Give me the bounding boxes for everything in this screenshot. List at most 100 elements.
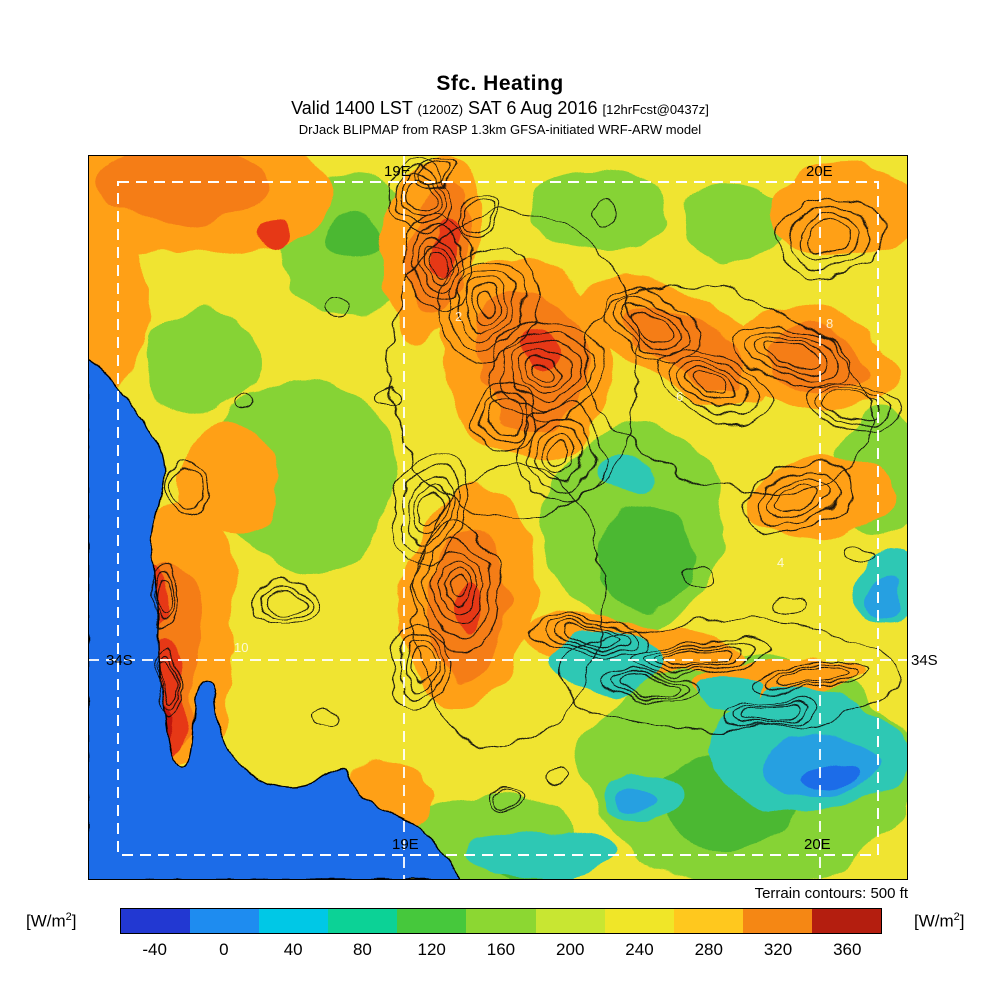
terrain-contour-ring	[395, 168, 445, 226]
colorbar-segment	[466, 909, 536, 933]
terrain-contour-ring	[157, 645, 183, 715]
terrain-contour-ring	[482, 388, 530, 446]
terrain-contour-ring	[624, 305, 682, 349]
heating-region-blob	[684, 183, 788, 263]
terrain-contour-ring	[438, 247, 538, 363]
terrain-contour-ring	[582, 286, 874, 494]
map-panel[interactable]: 19E 20E 34S 19E 20E 2 8 6 4 10	[88, 155, 908, 880]
valid-prefix: Valid 1400 LST	[291, 98, 418, 118]
terrain-contour-ring	[802, 382, 898, 432]
terrain-contour-ring	[845, 546, 871, 564]
terrain-contour-ring	[169, 466, 203, 508]
terrain-contour-ring	[520, 347, 572, 393]
terrain-contour-ring	[540, 433, 580, 477]
map-border	[88, 155, 908, 880]
valid-line: Valid 1400 LST (1200Z) SAT 6 Aug 2016 [1…	[0, 98, 1000, 119]
terrain-contour-ring	[392, 450, 468, 564]
colorbar	[120, 908, 882, 934]
unit-pre: [W/m	[26, 911, 66, 931]
terrain-contour-ring	[776, 666, 844, 688]
valid-zulu: (1200Z)	[417, 102, 464, 117]
unit-pre: [W/m	[914, 911, 954, 931]
plot-title: Sfc. Heating	[436, 72, 564, 95]
domain-boundary-dashed	[117, 181, 879, 856]
terrain-contour-ring	[546, 440, 574, 470]
colorbar-tick-label: 120	[417, 940, 446, 959]
terrain-contour-ring	[796, 214, 864, 260]
colorbar-segment	[604, 909, 674, 933]
heating-region-blob	[142, 305, 258, 415]
terrain-contour-ring	[489, 789, 527, 811]
terrain-contour-ring	[253, 578, 315, 628]
terrain-contour-ring	[689, 370, 737, 404]
colorbar-segment	[811, 909, 882, 933]
terrain-contour-ring	[487, 394, 525, 440]
heating-region-blob	[769, 331, 877, 389]
heating-region-blob	[755, 456, 891, 544]
colorbar-segment	[742, 909, 812, 933]
model-line: DrJack BLIPMAP from RASP 1.3km GFSA-init…	[298, 122, 702, 137]
grid-label-34s-right: 34S	[911, 652, 938, 669]
terrain-contour-ring	[260, 583, 308, 623]
terrain-contour-ring	[517, 406, 603, 504]
terrain-contour-ring	[632, 310, 674, 344]
terrain-contour-ring	[413, 482, 447, 532]
terrain-contour-ring	[610, 675, 690, 699]
terrain-contours	[149, 159, 899, 811]
colorbar-segment	[673, 909, 743, 933]
valid-date: SAT 6 Aug 2016	[463, 98, 603, 118]
terrain-contour-ring	[545, 766, 571, 784]
map-faint-label-6: 6	[676, 389, 684, 404]
heating-region-blob	[600, 503, 696, 607]
terrain-contour-ring	[745, 330, 841, 380]
terrain-contour-ring	[233, 397, 253, 413]
terrain-contour-ring	[465, 279, 511, 331]
terrain-contour-ring	[416, 159, 460, 191]
colorbar-tick-label: 0	[219, 940, 229, 959]
colorbar-segment	[535, 909, 605, 933]
terrain-contour-ring	[152, 573, 176, 621]
terrain-contour-ring	[149, 566, 179, 628]
terrain-contour-ring	[756, 335, 830, 375]
terrain-contour-ring	[619, 678, 681, 696]
terrain-contour-ring	[593, 204, 623, 226]
terrain-contour-ring	[418, 489, 442, 525]
colorbar-tick-label: 160	[486, 940, 516, 959]
terrain-contour-ring	[527, 617, 653, 657]
heating-map-svg	[88, 155, 908, 880]
terrain-contour-ring	[388, 625, 452, 709]
terrain-contour-ring	[463, 197, 493, 233]
terrain-contour-ring	[431, 549, 485, 625]
terrain-contour-ring	[475, 380, 537, 454]
terrain-contour-ring	[562, 627, 618, 647]
terrain-contour-ring	[534, 425, 586, 485]
heating-region-blob	[456, 575, 480, 635]
terrain-contour-ring	[773, 595, 803, 615]
terrain-contour-ring	[424, 538, 492, 636]
terrain-contour-ring	[325, 295, 351, 315]
terrain-contour-ring	[449, 259, 527, 351]
colorbar-tick-label: 360	[833, 940, 862, 959]
terrain-contour-ring	[493, 791, 523, 809]
terrain-contour-ring	[616, 298, 690, 356]
colorbar-segment	[259, 909, 329, 933]
terrain-contour-ring	[741, 461, 855, 533]
terrain-contour-ring	[812, 387, 888, 427]
heating-region-blob	[528, 172, 668, 248]
terrain-contour-ring	[774, 199, 886, 275]
terrain-contour-ring	[412, 464, 604, 746]
unit-post: ]	[71, 911, 77, 931]
terrain-contour-ring	[459, 192, 497, 238]
terrain-contour-ring	[772, 480, 824, 514]
unit-sup: 2	[953, 911, 960, 923]
terrain-contour-ring	[405, 648, 435, 686]
terrain-contour-ring	[414, 524, 502, 650]
terrain-contour-ring	[629, 639, 771, 675]
heating-region-blob	[870, 575, 906, 615]
terrain-contour-ring	[805, 220, 855, 254]
terrain-contour-ring	[680, 364, 746, 410]
map-faint-label-4: 4	[777, 555, 785, 570]
terrain-contour-ring	[165, 460, 207, 514]
heating-region-blob	[103, 155, 263, 225]
heating-region-blob	[434, 224, 458, 276]
